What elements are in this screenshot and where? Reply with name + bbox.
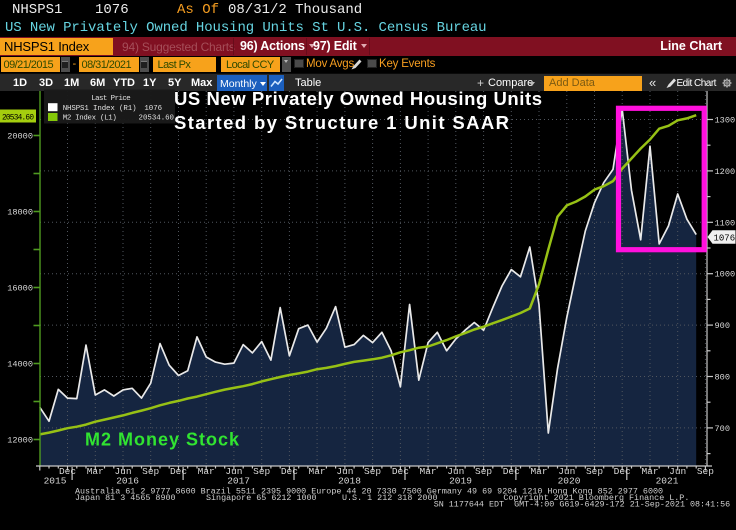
svg-text:700: 700: [715, 424, 730, 434]
svg-text:2019: 2019: [449, 476, 472, 487]
svg-text:US New Privately Owned Housing: US New Privately Owned Housing Units: [174, 88, 542, 109]
svg-text:Jun: Jun: [114, 466, 131, 477]
svg-text:20534.60: 20534.60: [2, 114, 34, 122]
svg-text:Mar: Mar: [198, 466, 215, 477]
svg-text:2015: 2015: [44, 476, 67, 487]
svg-text:SN 1177644 EDT GMT-4:00 G619-: SN 1177644 EDT GMT-4:00 G619-6429-172 21…: [434, 499, 731, 509]
svg-text:Sep: Sep: [142, 466, 159, 477]
svg-text:2018: 2018: [338, 476, 361, 487]
svg-text:Jun: Jun: [558, 466, 575, 477]
svg-text:1076: 1076: [714, 233, 736, 243]
svg-text:900: 900: [715, 321, 730, 331]
svg-text:Singapore 65 6212 1000: Singapore 65 6212 1000: [206, 493, 317, 503]
svg-text:Dec: Dec: [614, 466, 631, 477]
svg-text:Japan 81 3 4565 8900: Japan 81 3 4565 8900: [75, 493, 176, 503]
svg-text:M2 Index (L1): M2 Index (L1): [63, 115, 117, 123]
svg-text:1100: 1100: [715, 218, 736, 228]
svg-text:20534.60: 20534.60: [139, 115, 174, 123]
svg-text:Jun: Jun: [336, 466, 353, 477]
svg-text:Dec: Dec: [503, 466, 520, 477]
svg-text:Mar: Mar: [309, 466, 326, 477]
svg-text:Australia 61 2 9777 8600 Brazi: Australia 61 2 9777 8600 Brazil 5511 239…: [75, 486, 663, 496]
svg-text:20000: 20000: [7, 132, 33, 142]
svg-text:2016: 2016: [116, 476, 139, 487]
svg-text:Mar: Mar: [420, 466, 437, 477]
svg-text:Dec: Dec: [392, 466, 409, 477]
svg-text:16000: 16000: [7, 284, 33, 294]
svg-text:Mar: Mar: [87, 466, 104, 477]
svg-text:12000: 12000: [7, 436, 33, 446]
svg-text:Sep: Sep: [475, 466, 492, 477]
svg-text:14000: 14000: [7, 360, 33, 370]
svg-text:Sep: Sep: [697, 466, 714, 477]
svg-text:Mar: Mar: [530, 466, 547, 477]
svg-text:2020: 2020: [558, 476, 581, 487]
svg-text:Dec: Dec: [281, 466, 298, 477]
svg-text:U.S. 1 212 318 2000: U.S. 1 212 318 2000: [342, 493, 438, 503]
svg-text:Started by Structure 1 Unit SA: Started by Structure 1 Unit SAAR: [174, 112, 509, 133]
svg-text:Dec: Dec: [59, 466, 76, 477]
svg-text:2017: 2017: [227, 476, 250, 487]
svg-text:Jun: Jun: [225, 466, 242, 477]
svg-text:Mar: Mar: [641, 466, 658, 477]
svg-text:2021: 2021: [656, 476, 679, 487]
svg-text:Sep: Sep: [586, 466, 603, 477]
svg-text:M2 Money Stock: M2 Money Stock: [85, 430, 240, 450]
svg-text:18000: 18000: [7, 208, 33, 218]
svg-text:1200: 1200: [715, 167, 736, 177]
svg-text:Copyright 2021 Bloomberg Finan: Copyright 2021 Bloomberg Finance L.P.: [503, 493, 689, 503]
svg-text:Jun: Jun: [669, 466, 686, 477]
svg-text:Last Price: Last Price: [91, 95, 131, 103]
svg-text:NHSPS1 Index (R1): NHSPS1 Index (R1): [63, 105, 137, 113]
svg-text:Sep: Sep: [253, 466, 270, 477]
svg-text:1076: 1076: [144, 105, 162, 113]
svg-text:1300: 1300: [715, 116, 736, 126]
svg-text:Dec: Dec: [170, 466, 187, 477]
svg-text:1000: 1000: [715, 270, 736, 280]
svg-text:Jun: Jun: [447, 466, 464, 477]
svg-text:Sep: Sep: [364, 466, 381, 477]
svg-text:800: 800: [715, 373, 730, 383]
